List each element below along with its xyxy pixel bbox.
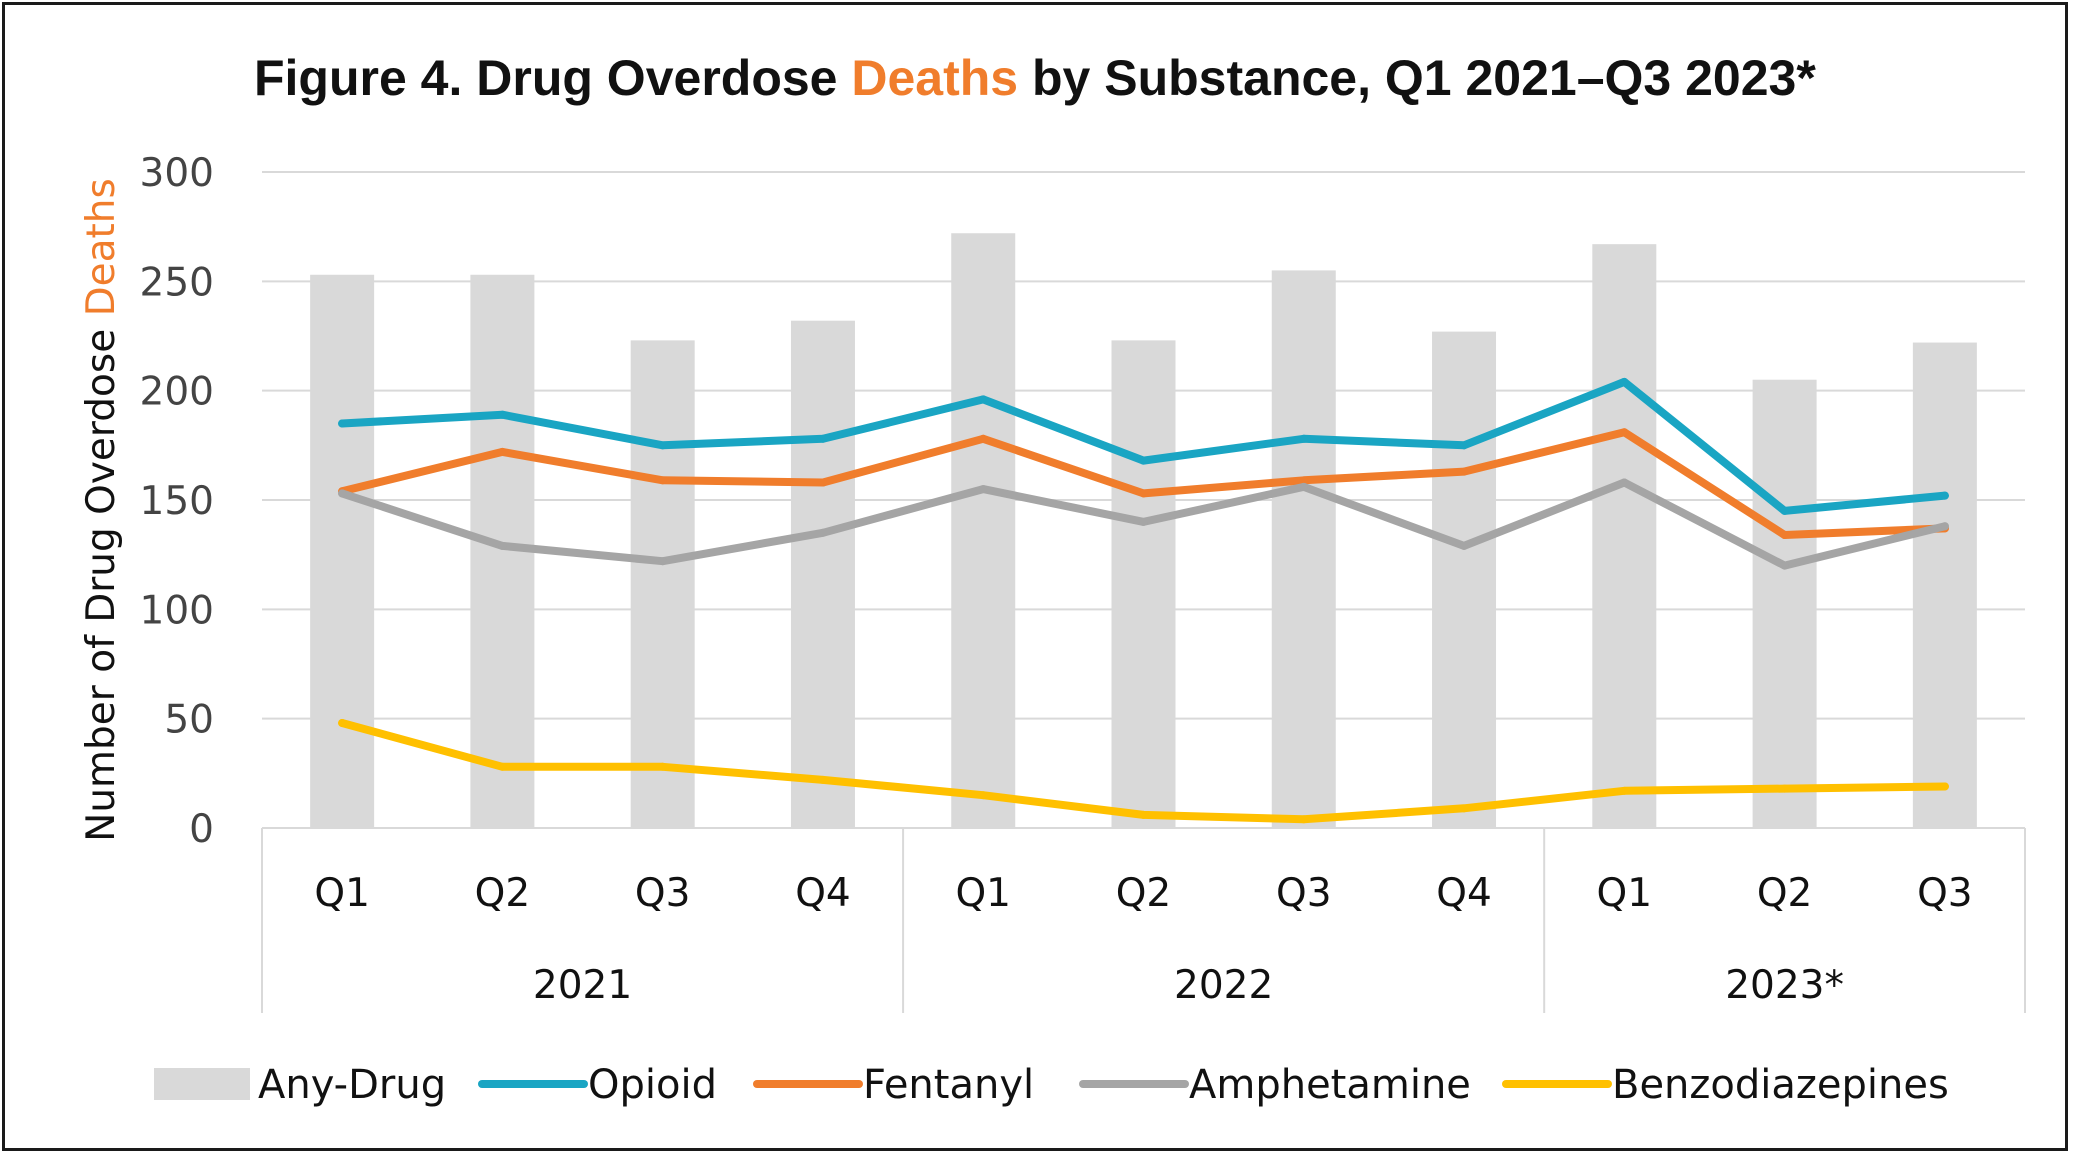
legend-label-opioid: Opioid	[588, 1062, 717, 1108]
benzodiazepines-point-11	[1940, 782, 1949, 791]
benzodiazepines-point-9	[1620, 786, 1629, 795]
y-tick-label-300: 300	[140, 151, 214, 196]
y-axis-label-accent: Deaths	[79, 178, 124, 316]
x-tick-label-1: Q1	[314, 871, 370, 916]
y-tick-label-200: 200	[140, 370, 214, 415]
any-drug-bar-1	[310, 274, 375, 829]
opioid-point-10	[1780, 506, 1789, 515]
title-part-accent: Deaths	[851, 50, 1018, 106]
any-drug-bar-4	[790, 320, 855, 828]
y-tick-label-0: 0	[189, 807, 214, 852]
opioid-point-5	[979, 395, 988, 404]
fentanyl-point-2	[498, 447, 507, 456]
y-tick-label-150: 150	[140, 479, 214, 524]
legend: Any-Drug Opioid Fentanyl Amphetamine Benzodi…	[154, 1062, 1949, 1108]
x-tick-label-11: Q3	[1917, 871, 1973, 916]
opioid-point-1	[338, 419, 347, 428]
any-drug-bar-8	[1432, 331, 1497, 828]
x-tick-label-5: Q1	[955, 871, 1011, 916]
any-drug-bar-5	[951, 233, 1016, 828]
fentanyl-point-7	[1299, 476, 1308, 485]
amphetamine-point-7	[1299, 482, 1308, 491]
fentanyl-point-6	[1139, 489, 1148, 498]
fentanyl-point-10	[1780, 530, 1789, 539]
axes: 0 50 100 150 200 250 300 Q1 Q2 Q3 Q4 Q1 Q2 Q3 Q4 Q1 Q2 Q3…	[140, 151, 2026, 1013]
x-tick-label-9: Q1	[1597, 871, 1653, 916]
legend-label-fentanyl: Fentanyl	[863, 1062, 1034, 1108]
fentanyl-point-9	[1620, 428, 1629, 437]
benzodiazepines-point-7	[1299, 815, 1308, 824]
title-part-2: by Substance, Q1 2021–Q3 2023*	[1018, 50, 1816, 106]
legend-label-any-drug: Any-Drug	[258, 1062, 446, 1108]
x-tick-label-8: Q4	[1436, 871, 1492, 916]
benzodiazepines-point-3	[658, 762, 667, 771]
year-group-label-2021: 2021	[533, 963, 632, 1008]
x-tick-label-7: Q3	[1276, 871, 1332, 916]
opioid-point-8	[1460, 441, 1469, 450]
y-tick-label-100: 100	[140, 588, 214, 633]
legend-swatch-any-drug	[154, 1068, 250, 1100]
benzodiazepines-point-8	[1460, 804, 1469, 813]
benzodiazepines-point-1	[338, 719, 347, 728]
opioid-point-9	[1620, 377, 1629, 386]
y-tick-label-250: 250	[140, 260, 214, 305]
opioid-point-6	[1139, 456, 1148, 465]
fentanyl-point-8	[1460, 467, 1469, 476]
amphetamine-point-1	[338, 489, 347, 498]
any-drug-bar-7	[1271, 270, 1336, 828]
legend-label-amphetamine: Amphetamine	[1189, 1062, 1471, 1108]
any-drug-bar-3	[630, 340, 695, 828]
benzodiazepines-point-6	[1139, 810, 1148, 819]
amphetamine-point-10	[1780, 561, 1789, 570]
amphetamine-point-11	[1940, 522, 1949, 531]
opioid-point-11	[1940, 491, 1949, 500]
any-drug-bar-10	[1752, 379, 1817, 828]
year-group-label-2023: 2023*	[1725, 963, 1844, 1008]
y-tick-label-50: 50	[164, 698, 214, 743]
amphetamine-point-6	[1139, 517, 1148, 526]
amphetamine-point-9	[1620, 478, 1629, 487]
benzodiazepines-point-5	[979, 791, 988, 800]
x-tick-label-4: Q4	[795, 871, 851, 916]
x-tick-label-6: Q2	[1116, 871, 1172, 916]
amphetamine-point-5	[979, 485, 988, 494]
any-drug-bar-11	[1912, 342, 1977, 828]
title-part-1: Figure 4. Drug Overdose	[254, 50, 851, 106]
legend-label-benzodiazepines: Benzodiazepines	[1612, 1062, 1949, 1108]
series-lines	[338, 377, 1949, 824]
year-group-label-2022: 2022	[1174, 963, 1273, 1008]
any-drug-bar-6	[1111, 340, 1176, 828]
opioid-point-4	[818, 434, 827, 443]
any-drug-bars	[310, 233, 1977, 829]
y-axis-label-part-1: Number of Drug Overdose	[79, 316, 124, 841]
opioid-point-2	[498, 410, 507, 419]
benzodiazepines-point-4	[818, 775, 827, 784]
amphetamine-point-4	[818, 528, 827, 537]
x-tick-label-10: Q2	[1757, 871, 1813, 916]
any-drug-bar-9	[1592, 244, 1657, 828]
amphetamine-point-3	[658, 557, 667, 566]
fentanyl-point-4	[818, 478, 827, 487]
y-axis-label: Number of Drug Overdose Deaths	[79, 178, 124, 842]
fentanyl-point-3	[658, 476, 667, 485]
chart-title: Figure 4. Drug Overdose Deaths by Substa…	[254, 50, 1816, 106]
amphetamine-point-8	[1460, 541, 1469, 550]
x-tick-label-2: Q2	[475, 871, 531, 916]
fentanyl-point-5	[979, 434, 988, 443]
amphetamine-point-2	[498, 541, 507, 550]
benzodiazepines-point-10	[1780, 784, 1789, 793]
x-tick-label-3: Q3	[635, 871, 691, 916]
benzodiazepines-point-2	[498, 762, 507, 771]
opioid-point-3	[658, 441, 667, 450]
opioid-point-7	[1299, 434, 1308, 443]
